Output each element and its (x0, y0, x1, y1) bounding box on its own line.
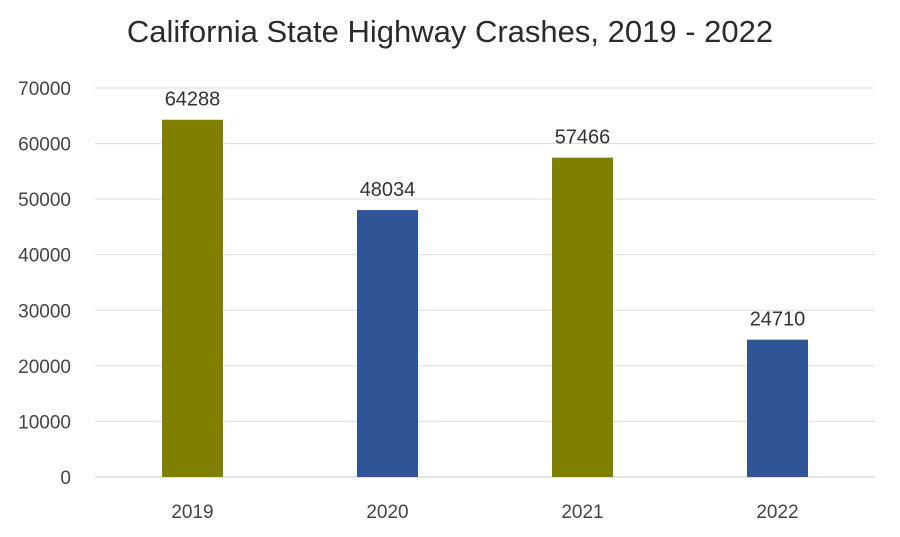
bar-2022 (747, 339, 808, 477)
x-tick-label-2020: 2020 (366, 502, 408, 523)
data-label-2020: 48034 (360, 179, 416, 201)
x-tick-label-2021: 2021 (561, 502, 603, 523)
y-axis: 0 10000 20000 30000 40000 50000 60000 70000 (18, 79, 71, 489)
y-tick-label: 70000 (18, 79, 71, 100)
data-label-2022: 24710 (750, 309, 806, 331)
chart-title: California State Highway Crashes, 2019 -… (126, 14, 774, 49)
y-tick-label: 30000 (18, 301, 71, 322)
gridlines (95, 87, 875, 478)
y-tick-label: 40000 (18, 246, 71, 267)
bars (162, 119, 808, 477)
data-label-2019: 64288 (165, 89, 221, 111)
bar-2021 (552, 157, 613, 477)
y-tick-label: 20000 (18, 357, 71, 378)
data-label-2021: 57466 (555, 127, 611, 149)
x-tick-label-2022: 2022 (756, 502, 798, 523)
x-axis: 2019 2020 2021 2022 (171, 502, 798, 523)
y-tick-label: 0 (60, 468, 71, 489)
y-tick-label: 60000 (18, 135, 71, 156)
y-tick-label: 10000 (18, 412, 71, 433)
x-tick-label-2019: 2019 (171, 502, 213, 523)
bar-2019 (162, 119, 223, 477)
data-labels: 64288 48034 57466 24710 (165, 89, 806, 331)
y-tick-label: 50000 (18, 190, 71, 211)
bar-2020 (357, 210, 418, 477)
